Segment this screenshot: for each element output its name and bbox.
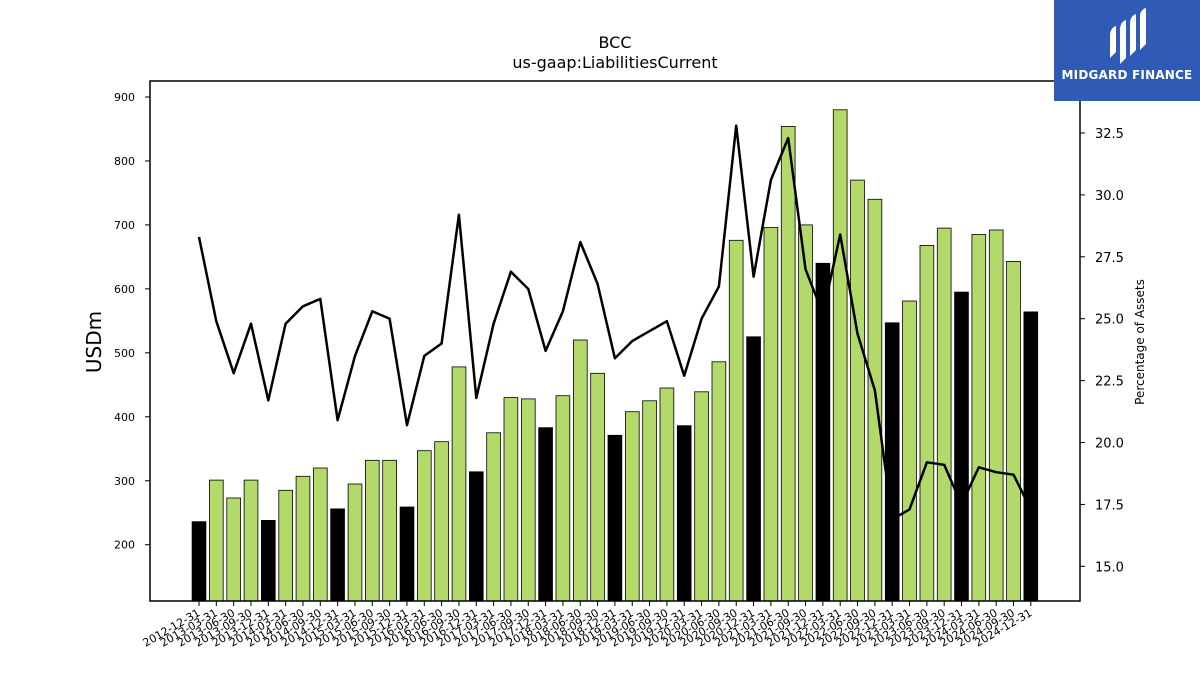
logo-mark-icon: [1110, 8, 1146, 64]
bar: [746, 336, 761, 602]
bar: [728, 239, 744, 602]
midgard-finance-logo: MIDGARD FINANCE: [1054, 0, 1200, 101]
bar: [694, 391, 709, 602]
bar: [538, 427, 553, 602]
y2-tick-label: 30.0: [1095, 189, 1124, 204]
bar: [260, 520, 276, 602]
y2-tick-label: 20.0: [1095, 437, 1124, 452]
y2-axis: 15.0 17.5 20.0 22.5 25.0 27.5 30.0 32.5: [1080, 127, 1124, 575]
percentage-line: [197, 124, 1032, 521]
bar: [850, 179, 865, 602]
bar: [936, 227, 952, 602]
bar: [590, 372, 605, 602]
y2-tick-label: 15.0: [1095, 560, 1124, 575]
bar: [573, 339, 588, 602]
bar: [382, 459, 397, 602]
bar: [468, 471, 484, 602]
chart-title: BCC: [598, 33, 631, 52]
bar: [347, 483, 363, 602]
chart-subtitle: us-gaap:LiabilitiesCurrent: [512, 53, 717, 72]
bar: [226, 497, 242, 602]
bar: [625, 411, 640, 602]
bar: [191, 521, 207, 602]
bar: [642, 400, 657, 602]
y-tick-label: 900: [114, 91, 135, 104]
bar: [451, 366, 467, 602]
y-tick-label: 600: [114, 283, 135, 296]
y-tick-label: 200: [114, 539, 135, 552]
y-tick-label: 300: [114, 475, 135, 488]
bar: [780, 126, 796, 602]
bar: [711, 361, 727, 602]
bar: [486, 432, 501, 602]
bar: [763, 227, 779, 602]
bar: [399, 506, 415, 602]
bar: [954, 291, 969, 602]
y2-tick-label: 25.0: [1095, 313, 1124, 328]
bar: [1023, 311, 1039, 602]
bar: [659, 387, 675, 602]
bar: [278, 489, 293, 602]
bar: [902, 300, 917, 602]
y-axis-label: USDm: [82, 311, 106, 373]
y-tick-label: 500: [114, 347, 135, 360]
y2-tick-label: 27.5: [1095, 251, 1124, 266]
y-tick-label: 400: [114, 411, 135, 424]
bar: [676, 425, 692, 602]
y2-tick-label: 22.5: [1095, 375, 1124, 390]
bar: [971, 234, 987, 602]
line-series: [197, 124, 1032, 521]
bar: [607, 434, 623, 602]
bar: [832, 109, 848, 602]
y2-tick-label: 17.5: [1095, 498, 1124, 513]
bar: [884, 322, 900, 602]
plot-frame: [149, 80, 1081, 602]
bar: [503, 397, 519, 602]
logo-text: MIDGARD FINANCE: [1061, 68, 1193, 82]
bar: [243, 479, 259, 602]
bar: [364, 459, 380, 602]
bar: [330, 508, 345, 602]
y-tick-label: 700: [114, 219, 135, 232]
bar: [312, 467, 328, 602]
bar: [988, 229, 1004, 602]
bar: [521, 398, 536, 602]
bar: [867, 198, 883, 602]
bar: [919, 244, 935, 602]
y2-tick-label: 32.5: [1095, 127, 1124, 142]
bar: [416, 450, 432, 602]
bar: [1006, 260, 1021, 602]
x-axis: 2012-12-312013-03-312013-06-302013-09-30…: [141, 601, 1034, 650]
bar: [555, 395, 571, 602]
bar: [208, 479, 224, 602]
y-axis: 200 300 400 500 600 700 800 900: [114, 91, 150, 552]
bar: [434, 441, 449, 602]
y-tick-label: 800: [114, 155, 135, 168]
bar: [295, 475, 311, 602]
y2-axis-label: Percentage of Assets: [1133, 279, 1147, 405]
